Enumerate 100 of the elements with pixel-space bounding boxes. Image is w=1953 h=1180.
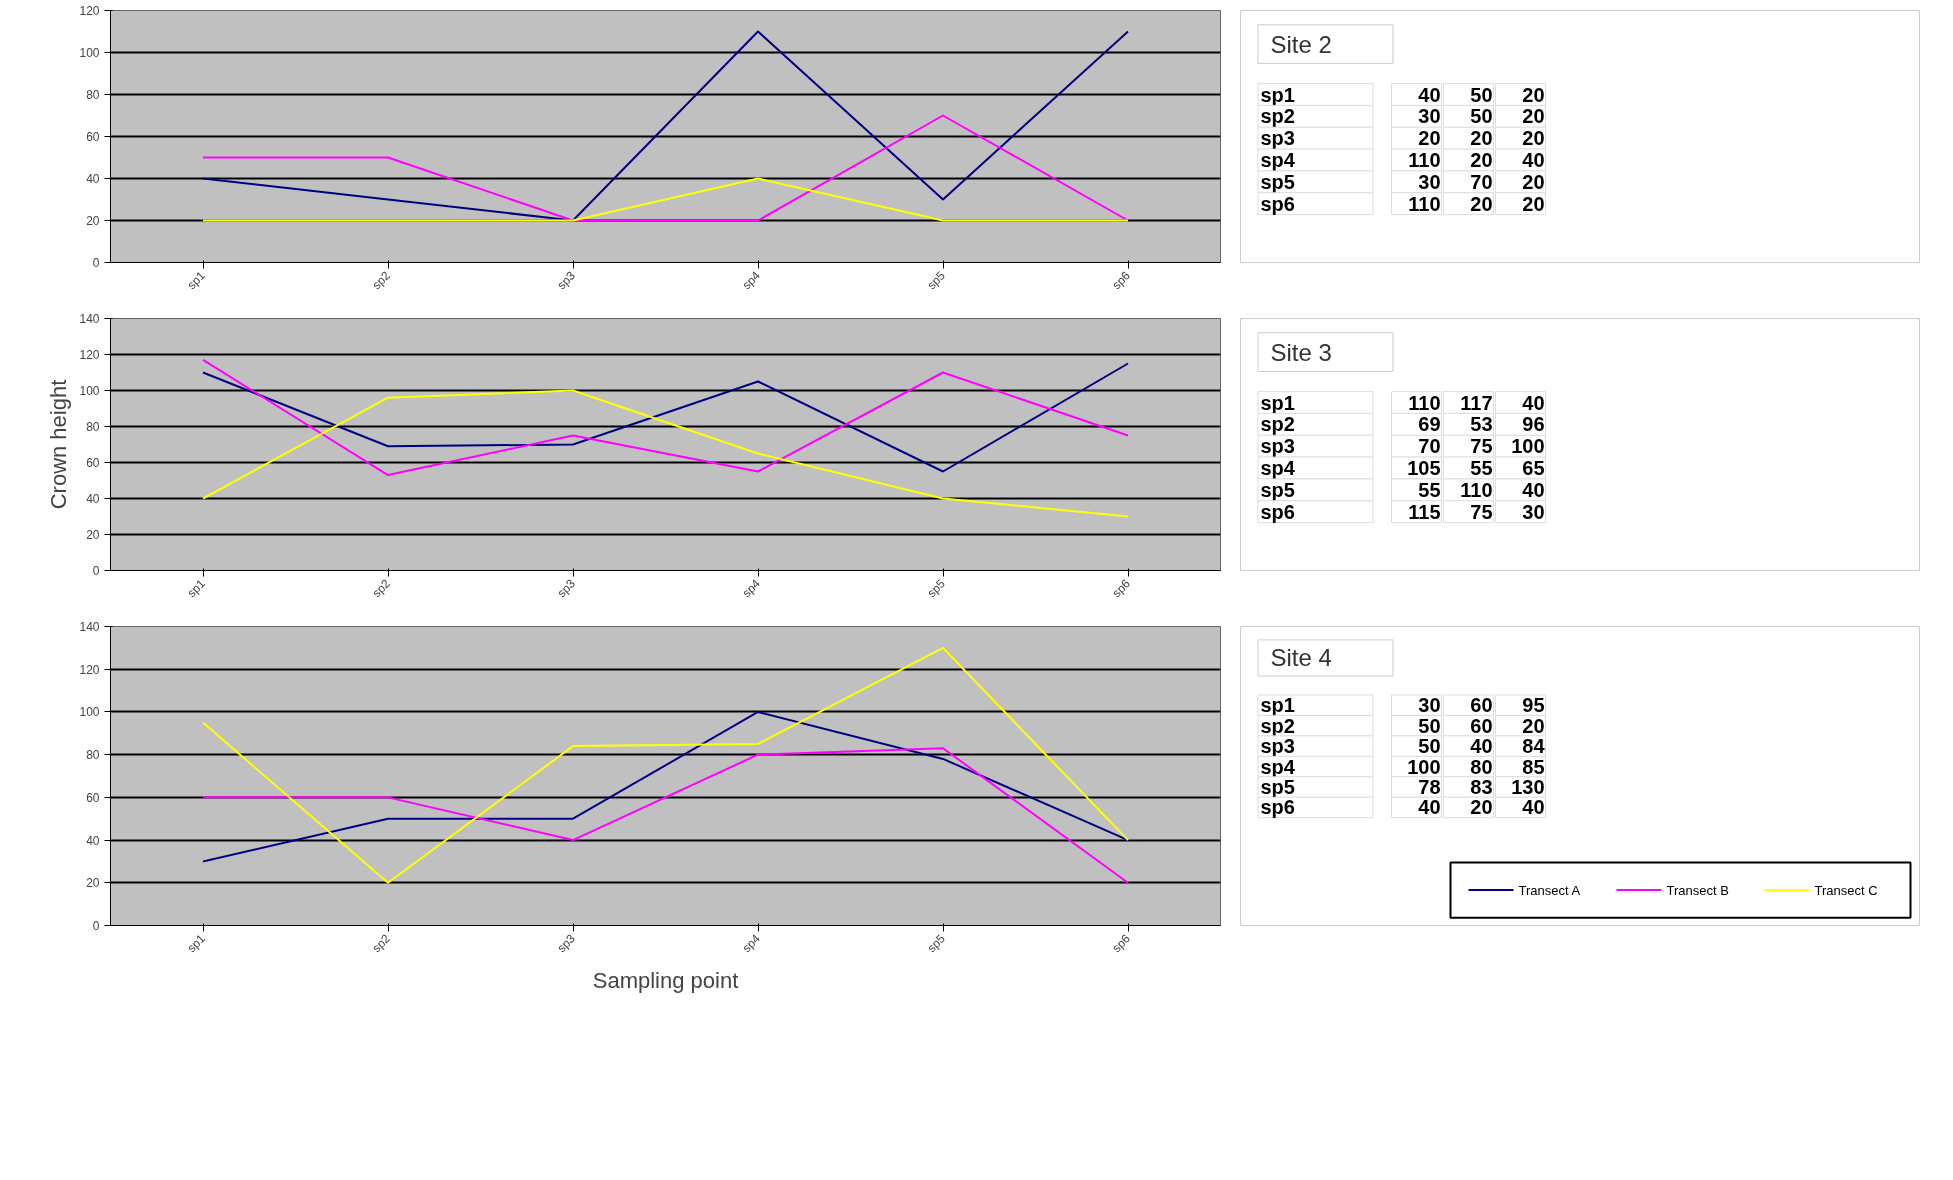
text: 100 xyxy=(1407,755,1441,778)
text: 40 xyxy=(1470,735,1493,758)
line-series xyxy=(202,710,1129,863)
legend-label: Transect C xyxy=(1814,882,1878,898)
y-tick-label: 80 xyxy=(86,420,100,434)
x-tick-label: sp4 xyxy=(739,576,764,601)
x-tick-label: sp4 xyxy=(739,931,764,956)
x-tick-label: sp4 xyxy=(739,268,764,293)
y-tick-label: 40 xyxy=(86,492,100,506)
text: Site 4 xyxy=(1270,644,1332,672)
x-tick-label: sp2 xyxy=(369,576,394,601)
text: 110 xyxy=(1408,192,1441,215)
text: 50 xyxy=(1418,735,1441,758)
y-tick-label: 60 xyxy=(86,790,100,805)
x-axis-title: Sampling point xyxy=(592,968,739,994)
text: 60 xyxy=(1470,714,1493,737)
y-tick-label: 120 xyxy=(79,348,100,362)
y-tick-label: 140 xyxy=(79,312,100,326)
y-tick-label: 0 xyxy=(92,919,100,933)
y-tick-label: 20 xyxy=(86,876,100,891)
text: 20 xyxy=(1470,796,1493,819)
text: 75 xyxy=(1470,500,1493,523)
text: sp5 xyxy=(1260,776,1295,799)
text: 20 xyxy=(1418,127,1441,150)
text: 50 xyxy=(1418,714,1441,737)
y-tick-label: 20 xyxy=(86,214,100,228)
text: 75 xyxy=(1470,435,1493,458)
y-tick-label: 20 xyxy=(86,528,100,542)
y-tick-label: 80 xyxy=(86,88,100,102)
x-tick-label: sp1 xyxy=(184,576,209,601)
text: sp1 xyxy=(1260,83,1295,106)
x-tick-label: sp6 xyxy=(1109,268,1134,293)
x-tick-label: sp5 xyxy=(924,268,949,293)
text: 20 xyxy=(1522,192,1545,215)
text: 40 xyxy=(1418,83,1441,106)
text: 20 xyxy=(1522,714,1545,737)
text: sp1 xyxy=(1260,391,1295,414)
text: 60 xyxy=(1470,694,1493,717)
text: sp4 xyxy=(1260,457,1296,480)
text: 40 xyxy=(1522,391,1545,414)
text: 20 xyxy=(1522,105,1545,128)
text: sp2 xyxy=(1260,105,1295,128)
text: 53 xyxy=(1470,413,1493,436)
x-tick-label: sp5 xyxy=(924,931,949,956)
y-tick-label: 0 xyxy=(92,256,100,270)
text: 96 xyxy=(1522,413,1545,436)
text: sp5 xyxy=(1260,170,1295,193)
text: 110 xyxy=(1460,478,1493,501)
text: sp3 xyxy=(1260,127,1295,150)
y-tick-label: 120 xyxy=(79,4,100,18)
text: 95 xyxy=(1522,694,1545,717)
y-tick-label: 40 xyxy=(86,833,100,848)
text: 117 xyxy=(1460,391,1493,414)
text: 20 xyxy=(1522,170,1545,193)
text: 50 xyxy=(1470,83,1493,106)
text: Site 3 xyxy=(1270,338,1332,366)
line-series xyxy=(202,30,1129,222)
text: sp5 xyxy=(1260,478,1295,501)
text: 20 xyxy=(1522,127,1545,150)
text: 55 xyxy=(1418,478,1441,501)
text: 115 xyxy=(1408,500,1441,523)
y-tick-label: 100 xyxy=(79,384,100,398)
text: 130 xyxy=(1511,776,1545,799)
text: 110 xyxy=(1408,149,1441,172)
text: 30 xyxy=(1522,500,1545,523)
text: 40 xyxy=(1522,796,1545,819)
y-tick-label: 60 xyxy=(86,456,100,470)
line-series xyxy=(202,747,1129,884)
legend-label: Transect A xyxy=(1518,882,1581,898)
x-tick-label: sp3 xyxy=(554,931,579,956)
y-tick-label: 120 xyxy=(79,662,100,677)
x-tick-label: sp2 xyxy=(369,931,394,956)
text: 30 xyxy=(1418,170,1441,193)
y-tick-label: 100 xyxy=(79,705,100,720)
text: sp4 xyxy=(1260,755,1296,778)
text: 40 xyxy=(1418,796,1441,819)
text: 70 xyxy=(1418,435,1441,458)
x-tick-label: sp3 xyxy=(554,576,579,601)
x-tick-label: sp2 xyxy=(369,268,394,293)
text: 69 xyxy=(1418,413,1441,436)
y-tick-label: 60 xyxy=(86,130,100,144)
text: sp2 xyxy=(1260,714,1295,737)
text: sp4 xyxy=(1260,149,1296,172)
y-tick-label: 100 xyxy=(79,46,100,60)
text: 83 xyxy=(1470,776,1493,799)
text: 105 xyxy=(1407,457,1441,480)
y-axis-title: Crown height xyxy=(46,379,72,510)
text: 100 xyxy=(1511,435,1545,458)
text: 80 xyxy=(1470,755,1493,778)
text: 50 xyxy=(1470,105,1493,128)
text: 40 xyxy=(1522,149,1545,172)
text: 78 xyxy=(1418,776,1441,799)
x-tick-label: sp6 xyxy=(1109,931,1134,956)
text: 20 xyxy=(1470,127,1493,150)
text: 84 xyxy=(1522,735,1546,758)
x-tick-label: sp1 xyxy=(184,931,209,956)
text: 85 xyxy=(1522,755,1545,778)
text: sp3 xyxy=(1260,735,1295,758)
x-tick-label: sp6 xyxy=(1109,576,1134,601)
text: 20 xyxy=(1470,149,1493,172)
